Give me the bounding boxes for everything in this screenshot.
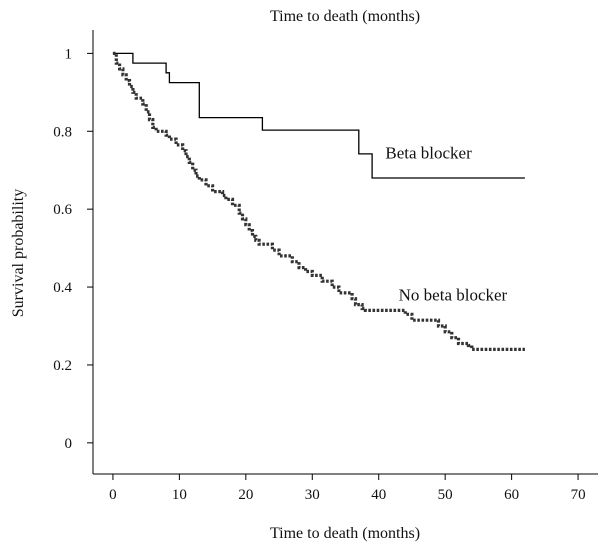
series-line-beta-blocker (112, 52, 525, 179)
x-tick-label: 0 (109, 487, 117, 503)
x-axis-title: Time to death (months) (270, 525, 420, 542)
y-tick-label: 1 (65, 46, 73, 62)
x-tick-label: 60 (504, 487, 519, 503)
x-tick-label: 30 (305, 487, 320, 503)
chart-title: Time to death (months) (270, 8, 420, 25)
annotation-layer: Beta blocker No beta blocker (385, 144, 507, 305)
x-tick-label: 70 (571, 487, 586, 503)
series-line-no-beta-blocker (112, 51, 525, 351)
y-tick-label: 0.6 (53, 202, 72, 218)
axis-ticks: 0 10 20 30 40 50 60 70 0 0.2 0.4 0.6 0.8 1 (53, 46, 585, 503)
series-layer (112, 51, 525, 351)
y-tick-label: 0.8 (53, 124, 72, 140)
y-tick-label: 0 (65, 436, 73, 452)
series-label: No beta blocker (399, 286, 508, 305)
y-tick-label: 0.4 (53, 280, 72, 296)
x-tick-label: 20 (238, 487, 253, 503)
x-tick-label: 10 (172, 487, 187, 503)
y-axis-title: Survival probability (10, 189, 27, 317)
x-tick-label: 50 (438, 487, 453, 503)
series-label: Beta blocker (385, 144, 472, 163)
y-tick-label: 0.2 (53, 358, 72, 374)
x-tick-label: 40 (371, 487, 386, 503)
